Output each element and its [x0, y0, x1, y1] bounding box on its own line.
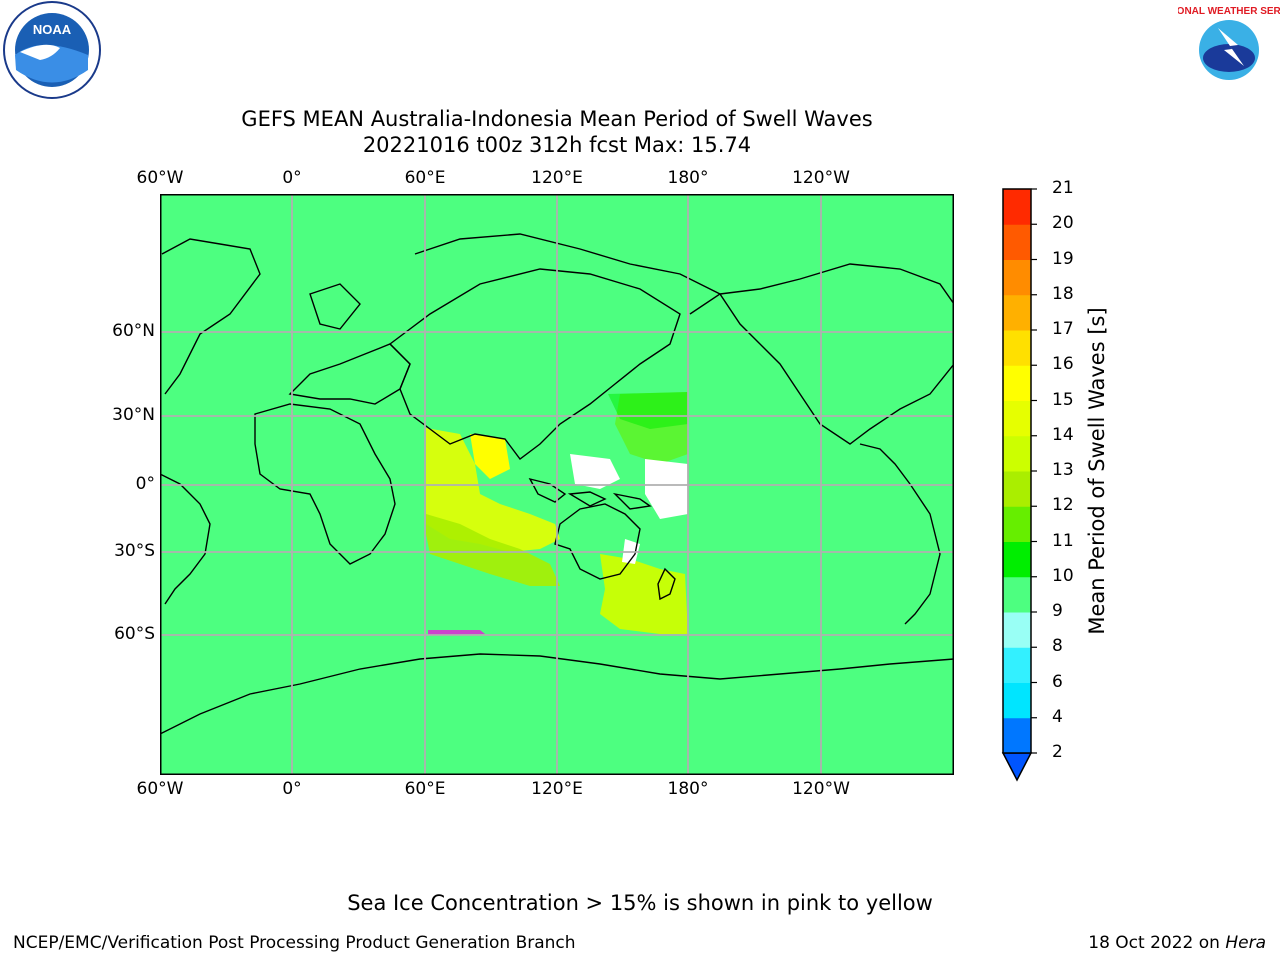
colorbar-level-label: 9: [1052, 601, 1063, 621]
colorbar-bin: [1003, 259, 1031, 296]
colorbar-level-label: 16: [1052, 354, 1074, 375]
colorbar-bin: [1003, 400, 1031, 437]
host-name: Hera: [1225, 933, 1266, 953]
colorbar-level-label: 10: [1052, 565, 1074, 586]
issue-date-text: 18 Oct 2022 on: [1088, 933, 1226, 953]
colorbar-level-label: 15: [1052, 389, 1074, 410]
chart-title: GEFS MEAN Australia-Indonesia Mean Perio…: [241, 107, 873, 131]
graticule: [160, 194, 954, 775]
colorbar-bin: [1003, 647, 1031, 683]
lon-label-bottom: 60°W: [136, 779, 184, 799]
lon-label-top: 0°: [282, 168, 302, 188]
colorbar-bin: [1003, 717, 1031, 754]
swell-field: [426, 392, 688, 635]
colorbar: [1001, 188, 1037, 782]
lon-label-top: 60°E: [404, 168, 446, 188]
noaa-logo: NOAA: [3, 1, 101, 99]
colorbar-level-label: 18: [1052, 283, 1074, 304]
lon-label-top: 60°W: [136, 168, 184, 188]
colorbar-level-label: 17: [1052, 319, 1074, 339]
lon-label-bottom: 60°E: [404, 779, 446, 799]
lon-label-bottom: 120°W: [792, 779, 850, 799]
colorbar-bin: [1003, 365, 1031, 401]
lon-label-bottom: 180°: [667, 779, 709, 799]
colorbar-bin: [1003, 682, 1031, 719]
colorbar-bin: [1003, 541, 1031, 578]
colorbar-level-label: 14: [1052, 424, 1074, 445]
colorbar-bin: [1003, 576, 1031, 613]
map-panel: [160, 194, 954, 775]
map-frame: [160, 194, 954, 775]
nws-logo: NATIONAL WEATHER SERVICE: [1178, 4, 1280, 96]
colorbar-bin: [1003, 506, 1031, 542]
colorbar-level-label: 12: [1052, 495, 1074, 516]
colorbar-bin: [1003, 471, 1031, 507]
lat-label: 30°N: [112, 405, 155, 425]
colorbar-extend-triangle: [1001, 752, 1033, 782]
lon-label-top: 180°: [667, 168, 709, 188]
coastlines: [160, 233, 954, 735]
colorbar-bin: [1003, 612, 1031, 648]
lat-label: 0°: [135, 474, 155, 494]
colorbar-bin: [1003, 330, 1031, 366]
colorbar-level-label: 11: [1052, 530, 1074, 551]
sea-ice-note: Sea Ice Concentration > 15% is shown in …: [347, 891, 933, 915]
colorbar-level-label: 13: [1052, 460, 1074, 480]
colorbar-bin: [1003, 435, 1031, 472]
colorbar-level-label: 20: [1052, 213, 1074, 234]
svg-text:NATIONAL WEATHER SERVICE: NATIONAL WEATHER SERVICE: [1178, 6, 1280, 17]
lon-label-top: 120°E: [531, 168, 583, 188]
colorbar-title: Mean Period of Swell Waves [s]: [1085, 307, 1109, 635]
colorbar-bin: [1003, 294, 1031, 331]
issue-date: 18 Oct 2022 on Hera: [1088, 933, 1266, 953]
lat-label: 60°S: [114, 624, 155, 644]
lat-label: 60°N: [112, 321, 155, 341]
lon-label-bottom: 0°: [282, 779, 302, 799]
lon-label-top: 120°W: [792, 168, 850, 188]
colorbar-level-label: 6: [1052, 671, 1063, 692]
chart-subtitle: 20221016 t00z 312h fcst Max: 15.74: [362, 133, 752, 157]
colorbar-level-label: 2: [1052, 742, 1063, 762]
colorbar-level-label: 8: [1052, 636, 1063, 657]
colorbar-bin: [1003, 189, 1031, 225]
lon-label-bottom: 120°E: [531, 779, 583, 799]
svg-text:NOAA: NOAA: [33, 22, 72, 37]
colorbar-level-label: 4: [1052, 706, 1063, 727]
colorbar-level-label: 21: [1052, 178, 1074, 198]
lat-label: 30°S: [114, 541, 155, 561]
colorbar-bin: [1003, 224, 1031, 260]
producer-credit: NCEP/EMC/Verification Post Processing Pr…: [13, 933, 576, 953]
colorbar-level-label: 19: [1052, 248, 1074, 269]
